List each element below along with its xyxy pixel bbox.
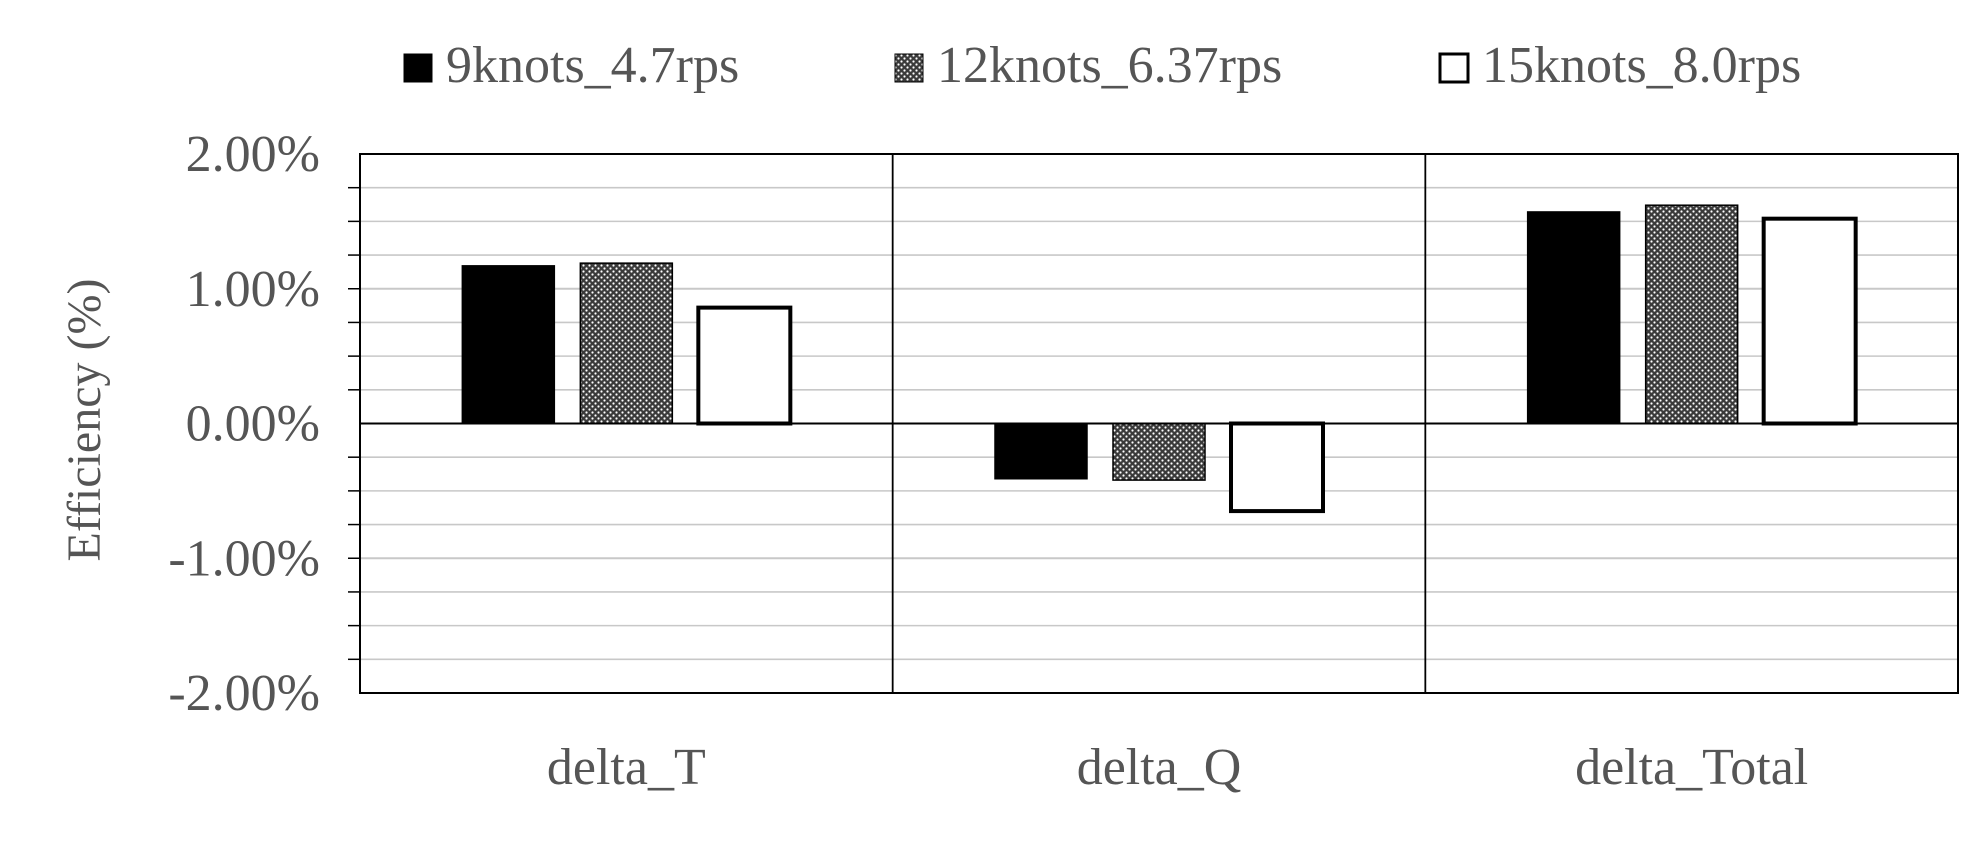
y-axis-ticks: 2.00% 1.00% 0.00% -1.00% -2.00% [168, 126, 320, 722]
bar-9knots-4-7rps-delta-q [994, 422, 1088, 480]
bar-9knots-4-7rps-delta-total [1526, 211, 1621, 425]
bar-12knots-6-37rps-delta-t [579, 262, 674, 425]
bar-12knots-6-37rps-delta-q [1112, 422, 1206, 481]
y-tick-label: 0.00% [186, 396, 320, 453]
bar-15knots-8-0rps-delta-t [696, 305, 793, 426]
y-tick-label: 1.00% [186, 261, 320, 318]
y-tick-label: -1.00% [168, 530, 320, 587]
legend: 9knots_4.7rps 12knots_6.37rps 15knots_8.0r… [403, 37, 1801, 94]
legend-swatch [894, 53, 924, 83]
bar-12knots-6-37rps-delta-total [1644, 204, 1739, 425]
x-tick-label: delta_Total [1575, 739, 1808, 796]
legend-label: 9knots_4.7rps [446, 37, 739, 94]
x-tick-label: delta_T [547, 739, 706, 796]
y-tick-label: -2.00% [168, 665, 320, 722]
legend-label: 12knots_6.37rps [937, 37, 1282, 94]
x-tick-label: delta_Q [1077, 739, 1242, 796]
legend-label: 15knots_8.0rps [1482, 37, 1801, 94]
plot-frame [359, 153, 1959, 694]
y-tick-label: 2.00% [186, 126, 320, 183]
bar-15knots-8-0rps-delta-total [1761, 216, 1858, 426]
legend-swatch [403, 53, 433, 83]
x-axis-labels: delta_T delta_Q delta_Total [547, 739, 1808, 796]
bar-15knots-8-0rps-delta-q [1229, 421, 1325, 514]
bar-9knots-4-7rps-delta-t [461, 265, 556, 425]
bars [461, 204, 1858, 514]
y-axis-label: Efficiency (%) [58, 279, 111, 562]
legend-swatch [1438, 52, 1470, 84]
